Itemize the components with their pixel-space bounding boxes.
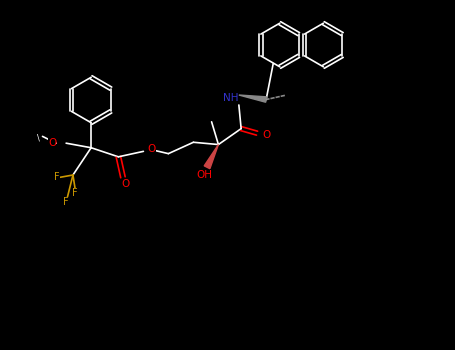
Text: OH: OH — [197, 170, 213, 181]
Text: O: O — [147, 144, 156, 154]
Text: F: F — [54, 172, 60, 182]
Text: O: O — [262, 131, 270, 140]
Text: \: \ — [37, 133, 40, 142]
Text: F: F — [72, 188, 78, 198]
Text: O: O — [48, 138, 56, 148]
Text: F: F — [63, 197, 69, 207]
Polygon shape — [204, 145, 218, 169]
Text: O: O — [121, 179, 129, 189]
Text: NH: NH — [223, 93, 238, 103]
Polygon shape — [239, 95, 267, 102]
